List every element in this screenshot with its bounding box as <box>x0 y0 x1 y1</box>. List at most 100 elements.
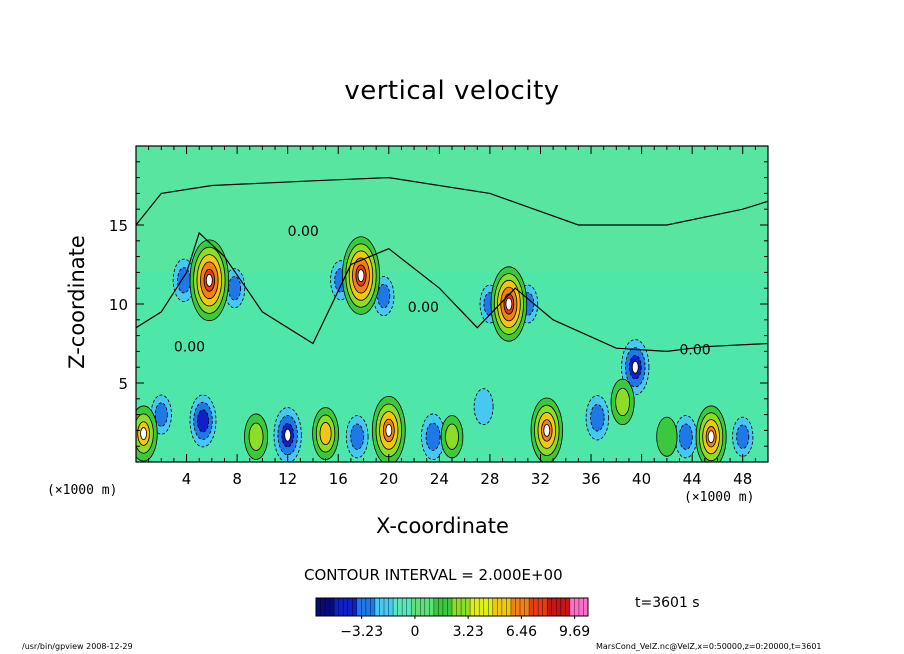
contour-label: 0.00 <box>408 300 439 316</box>
colorbar-segment <box>501 598 507 616</box>
chart-title: vertical velocity <box>344 76 560 106</box>
colorbar-segment <box>316 598 322 616</box>
colorbar-segment <box>524 598 530 616</box>
colorbar-tick-label: 9.69 <box>559 624 590 640</box>
contour-interval-label: CONTOUR INTERVAL = 2.000E+00 <box>304 566 563 584</box>
colorbar-segment <box>529 598 535 616</box>
colorbar-frame <box>315 597 589 617</box>
contour-label: 0.00 <box>174 339 205 355</box>
colorbar-segment <box>461 598 467 616</box>
colorbar-segment <box>429 598 435 616</box>
zero-contour <box>136 231 768 353</box>
plot-area: 0.00 0.00 0.00 0.00 <box>136 146 768 462</box>
colorbar-segment <box>406 598 412 616</box>
colorbar-segment <box>488 598 494 616</box>
colorbar-segment <box>465 598 471 616</box>
x-tick-label: 32 <box>531 470 550 488</box>
x-tick-label: 20 <box>379 470 398 488</box>
contour-label: 0.00 <box>288 224 319 240</box>
time-label: t=3601 s <box>635 595 700 611</box>
updraft-11-level-0 <box>656 416 678 457</box>
downdraft-1-level-2 <box>196 409 209 433</box>
x-tick-label: 40 <box>632 470 651 488</box>
colorbar-segment <box>479 598 485 616</box>
colorbar-segment <box>565 598 571 616</box>
colorbar-segment <box>393 598 399 616</box>
downdraft-13-level-1 <box>736 424 750 449</box>
colorbar-segment <box>343 598 349 616</box>
colorbar-segment <box>379 598 385 616</box>
updraft-2-core <box>505 297 513 311</box>
downdraft-14-level-1 <box>154 402 168 427</box>
colorbar-segment <box>411 598 417 616</box>
colorbar-segment <box>424 598 430 616</box>
updraft-6-core <box>140 427 147 440</box>
x-tick-label: 28 <box>480 470 499 488</box>
x-tick-label: 16 <box>329 470 348 488</box>
x-tick-label: 48 <box>733 470 752 488</box>
x-tick-label: 36 <box>581 470 600 488</box>
colorbar-segment <box>470 598 476 616</box>
colorbar-segment <box>374 598 380 616</box>
colorbar-segment <box>542 598 548 616</box>
colorbar-segment <box>329 598 335 616</box>
colorbar-segment <box>447 598 453 616</box>
x-unit-label-right: (×1000 m) <box>684 490 755 505</box>
downdraft-15-level-0 <box>473 388 494 426</box>
colorbar-segment <box>402 598 408 616</box>
updraft-4-core <box>543 423 551 437</box>
downdraft-3-level-1 <box>177 267 191 294</box>
updraft-5-core <box>707 430 715 444</box>
colorbar-tick-label: 3.23 <box>453 624 484 640</box>
downdraft-9-level-1 <box>425 422 441 451</box>
colorbar-segment <box>388 598 394 616</box>
x-tick-label: 4 <box>182 470 192 488</box>
colorbar-segment <box>506 598 512 616</box>
footer-command: /usr/bin/gpview 2008-12-29 <box>22 642 133 651</box>
colorbar-segment <box>356 598 362 616</box>
colorbar-segment <box>442 598 448 616</box>
colorbar-segment <box>456 598 462 616</box>
colorbar-segment <box>556 598 562 616</box>
colorbar-segment <box>384 598 390 616</box>
x-unit-label-left: (×1000 m) <box>47 483 118 498</box>
updraft-7-level-2 <box>319 422 332 446</box>
downdraft-6-level-1 <box>377 283 391 309</box>
colorbar-segment <box>533 598 539 616</box>
updraft-10-level-1 <box>615 387 631 417</box>
footer-source: MarsCond_VelZ.nc@VelZ,x=0:50000,z=0:2000… <box>596 642 822 651</box>
colorbar-segment <box>370 598 376 616</box>
colorbar-tick-label: 0 <box>410 624 419 640</box>
colorbar-segment <box>361 598 367 616</box>
colorbar-segment <box>452 598 458 616</box>
downdraft-2-core <box>631 360 639 374</box>
updraft-0-core <box>205 273 213 287</box>
x-axis-label: X-coordinate <box>376 514 509 538</box>
updraft-3-core <box>385 423 393 437</box>
field-upper <box>136 146 768 273</box>
colorbar-segment <box>483 598 489 616</box>
colorbar-segment <box>320 598 326 616</box>
y-tick-label: 5 <box>118 375 128 393</box>
colorbar: −3.23 0 3.23 6.46 9.69 <box>315 597 590 640</box>
colorbar-segment <box>520 598 526 616</box>
colorbar-segment <box>569 598 575 616</box>
y-tick-label: 15 <box>109 217 128 235</box>
colorbar-segment <box>338 598 344 616</box>
x-tick-label: 8 <box>232 470 242 488</box>
upper-zero-contour <box>136 176 768 226</box>
updraft-9-level-1 <box>445 423 459 450</box>
field-features: 0.00 0.00 0.00 0.00 <box>136 176 768 462</box>
downdraft-0-core <box>284 428 292 442</box>
downdraft-10-level-1 <box>350 423 365 450</box>
x-tick-label: 44 <box>683 470 702 488</box>
colorbar-segment <box>574 598 580 616</box>
colorbar-segment <box>365 598 371 616</box>
colorbar-segment <box>474 598 480 616</box>
colorbar-segment <box>551 598 557 616</box>
colorbar-segment <box>497 598 503 616</box>
updraft-8-level-1 <box>248 422 264 451</box>
colorbar-segment <box>492 598 498 616</box>
